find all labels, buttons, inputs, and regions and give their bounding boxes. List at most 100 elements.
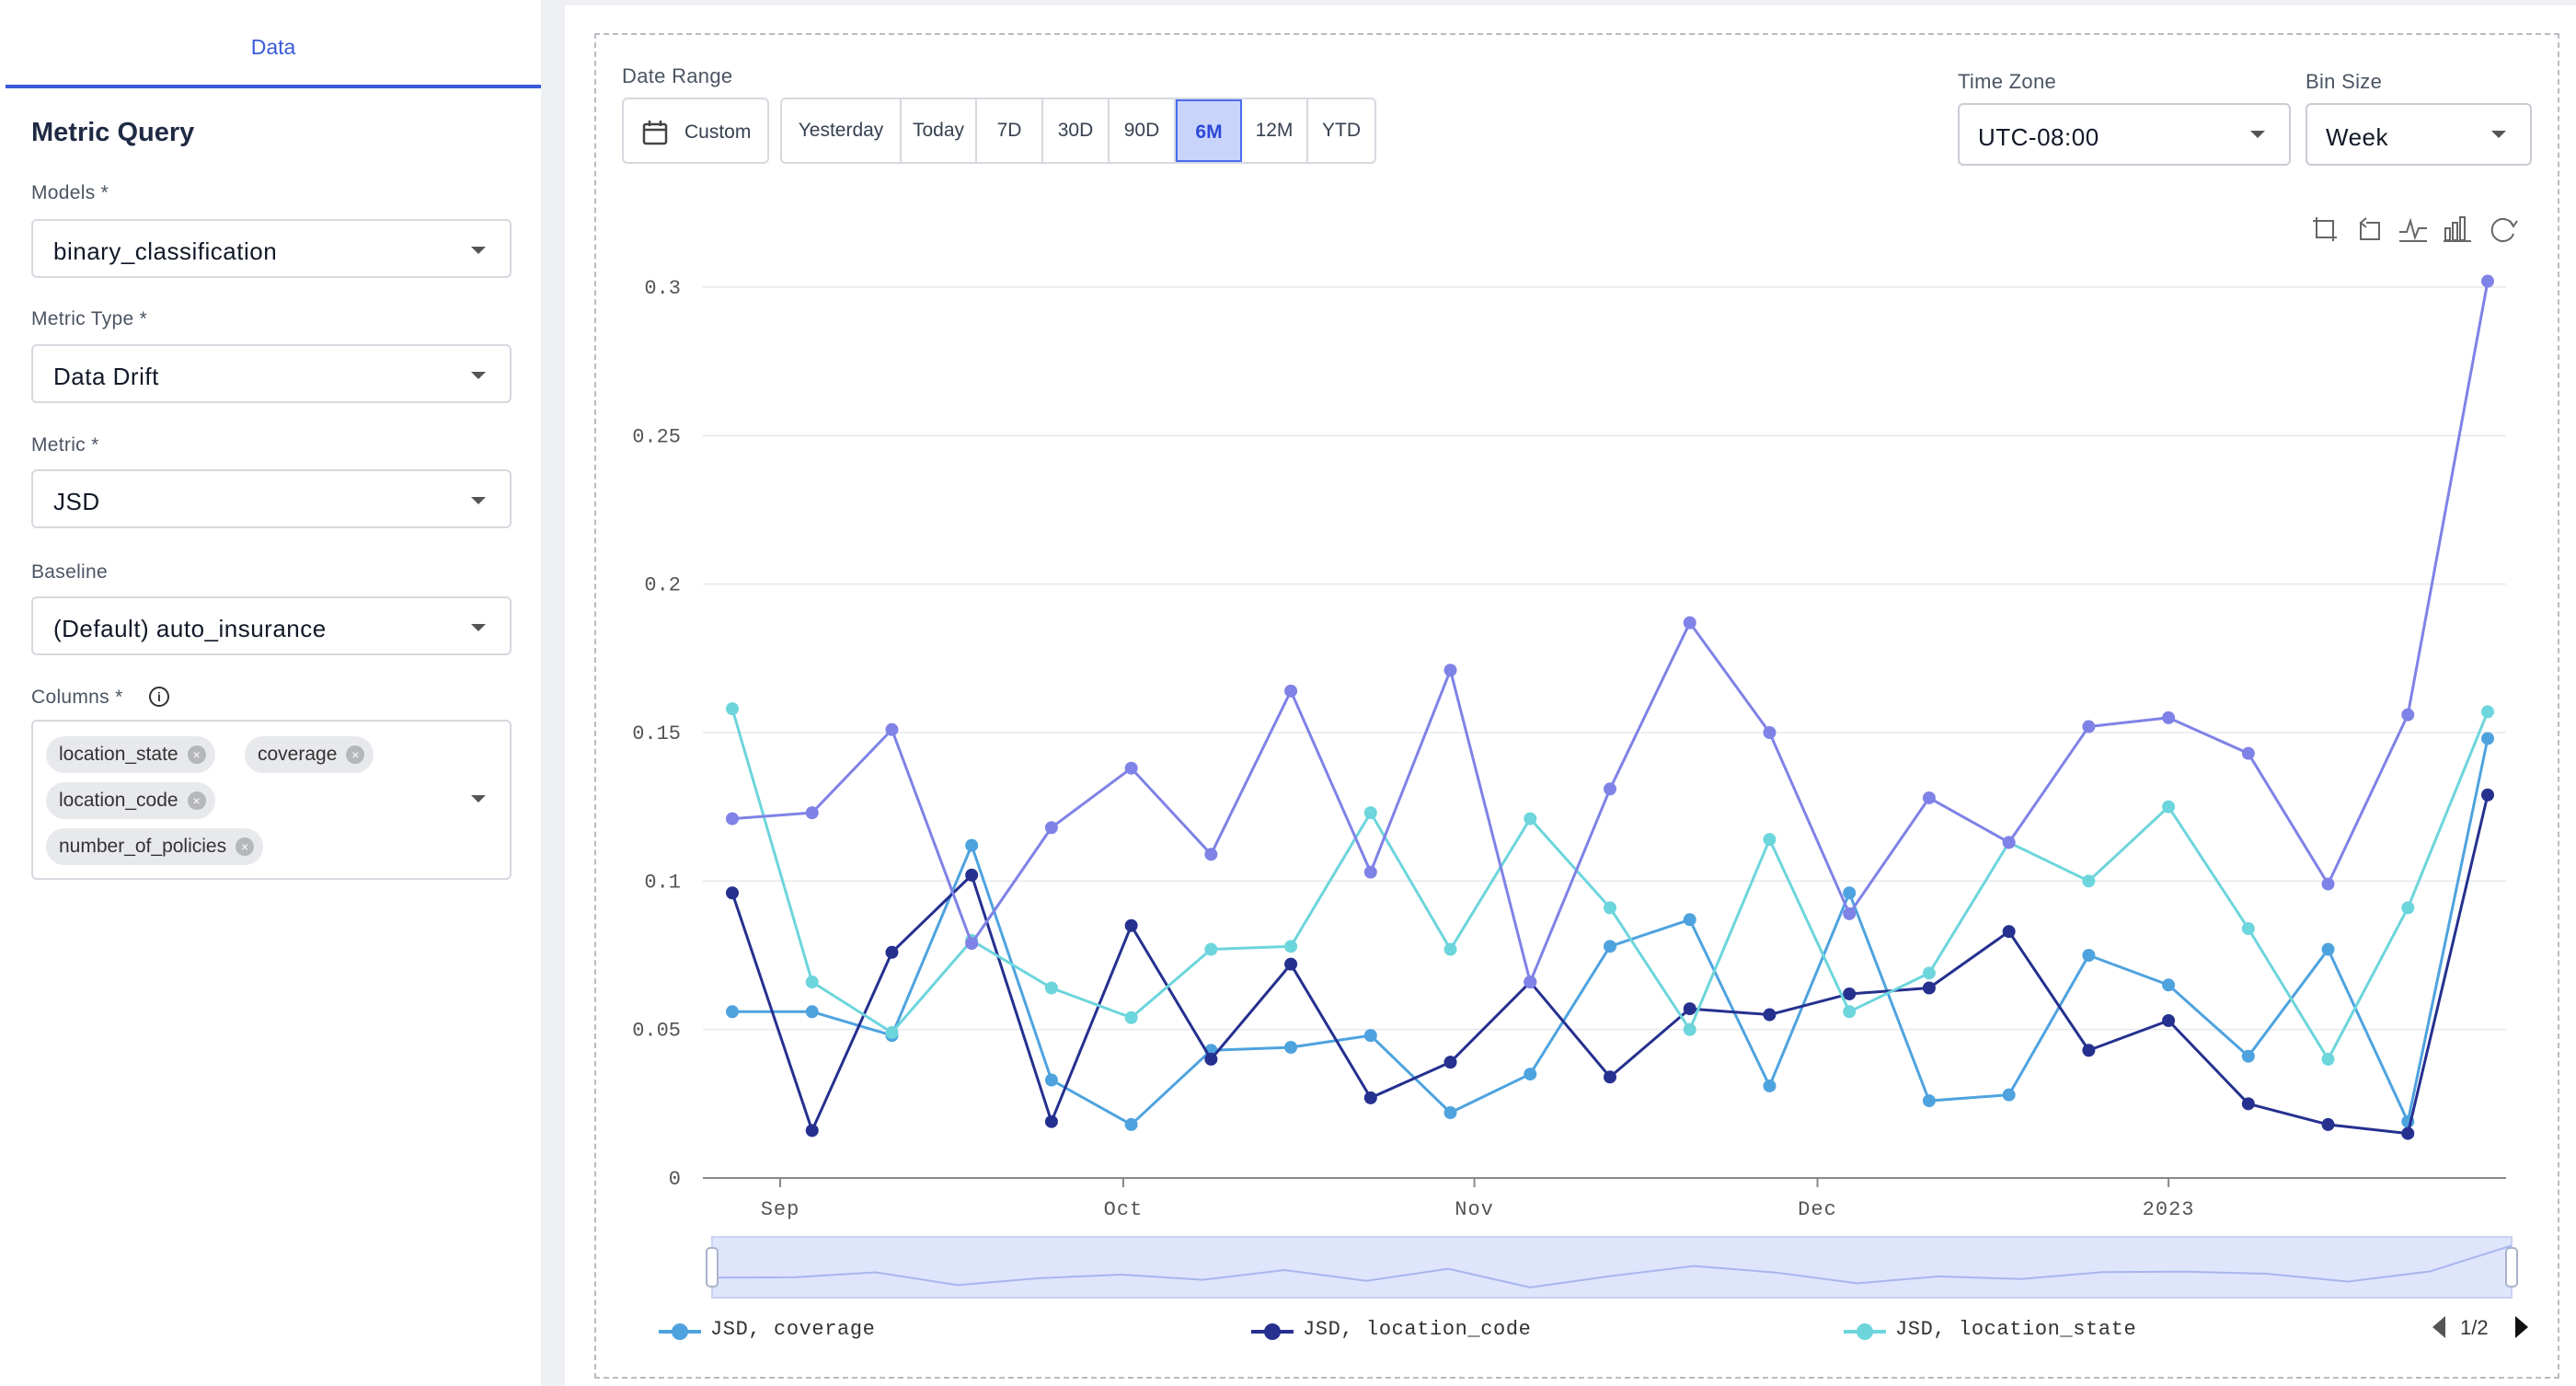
remove-chip-icon[interactable]: ×	[346, 745, 365, 764]
data-point	[1922, 1094, 1936, 1108]
baseline-value: (Default) auto_insurance	[53, 615, 327, 642]
data-point	[1363, 1029, 1377, 1043]
data-point	[1443, 1056, 1457, 1069]
data-point	[2002, 925, 2016, 939]
data-point	[805, 1124, 819, 1138]
time-zone-value: UTC-08:00	[1978, 123, 2099, 151]
data-point	[1443, 664, 1457, 677]
data-point	[965, 868, 979, 882]
data-point	[2321, 1117, 2335, 1131]
x-tick-label: Sep	[761, 1198, 800, 1221]
data-point	[1763, 1008, 1777, 1022]
data-point	[1443, 942, 1457, 956]
data-point	[1204, 942, 1218, 956]
legend-dot-marker	[1264, 1323, 1281, 1340]
data-point	[1843, 907, 1857, 920]
column-chip: location_code ×	[46, 782, 215, 819]
metric-type-select[interactable]: Data Drift	[31, 344, 512, 403]
metric-label: Metric *	[31, 434, 99, 456]
x-tick-label: Dec	[1798, 1198, 1837, 1221]
range-6m-button[interactable]: 6M	[1176, 99, 1242, 162]
pager-prev-icon[interactable]	[2429, 1314, 2449, 1340]
data-point	[885, 1025, 899, 1039]
zoom-area-icon[interactable]	[2309, 214, 2340, 245]
range-ytd-button[interactable]: YTD	[1322, 120, 1361, 141]
data-point	[2321, 877, 2335, 891]
data-point	[1044, 1115, 1058, 1128]
bin-size-select[interactable]: Week	[2306, 103, 2532, 166]
data-point	[1604, 901, 1616, 915]
data-point	[1922, 966, 1936, 980]
data-point	[1683, 1002, 1696, 1016]
caret-down-icon[interactable]	[471, 795, 486, 803]
restore-icon[interactable]	[2488, 214, 2519, 245]
range-12m-button[interactable]: 12M	[1242, 99, 1308, 162]
tab-data[interactable]: Data	[6, 6, 541, 88]
data-point	[1604, 940, 1616, 953]
calendar-icon	[642, 121, 668, 145]
data-point	[805, 976, 819, 989]
baseline-label: Baseline	[31, 561, 108, 583]
remove-chip-icon[interactable]: ×	[187, 791, 206, 810]
range-7d-button[interactable]: 7D	[977, 99, 1043, 162]
column-chip-label: coverage	[258, 744, 338, 765]
models-select[interactable]: binary_classification	[31, 219, 512, 278]
data-zoom-slider[interactable]	[706, 1236, 2518, 1299]
column-chip-label: location_code	[59, 790, 178, 811]
time-zone-select[interactable]: UTC-08:00	[1958, 103, 2291, 166]
data-point	[2162, 1013, 2176, 1027]
pager-next-icon[interactable]	[2512, 1314, 2532, 1340]
data-point	[1922, 791, 1936, 804]
range-30d-button[interactable]: 30D	[1043, 99, 1110, 162]
legend-item-location-state[interactable]: JSD, location_state	[1844, 1316, 2285, 1349]
main-panel	[565, 6, 2576, 1386]
line-chart: 0 0.05 0.1 0.15 0.2 0.25 0.3 Sep Oct Nov Dec 2023	[632, 274, 2518, 1299]
date-range-label: Date Range	[622, 64, 733, 87]
info-icon[interactable]: i	[149, 687, 169, 707]
data-point	[1683, 1022, 1696, 1036]
data-point	[726, 1005, 739, 1019]
legend-item-coverage[interactable]: JSD, coverage	[659, 1316, 1045, 1349]
range-yesterday-button[interactable]: Yesterday	[782, 99, 902, 162]
data-point	[1843, 1005, 1857, 1019]
series-line	[730, 708, 2490, 1061]
zoom-reset-icon[interactable]	[2353, 214, 2385, 245]
models-label: Models *	[31, 182, 109, 203]
columns-multiselect[interactable]: location_state × coverage × location_cod…	[31, 720, 512, 880]
data-point	[2401, 901, 2415, 915]
data-point	[1124, 1117, 1138, 1131]
zoom-track	[711, 1236, 2513, 1299]
metric-select[interactable]: JSD	[31, 469, 512, 528]
data-point	[1922, 981, 1936, 995]
custom-range-button[interactable]: Custom	[622, 98, 769, 164]
data-point	[2401, 708, 2415, 722]
y-tick-label: 0.05	[632, 1020, 681, 1043]
chart-grid	[703, 286, 2506, 1179]
data-point	[965, 838, 979, 852]
y-tick-label: 0.15	[632, 722, 681, 745]
column-chip: number_of_policies ×	[46, 828, 264, 865]
data-point	[965, 937, 979, 951]
range-today-button[interactable]: Today	[902, 99, 977, 162]
data-point	[2082, 1044, 2096, 1057]
models-value: binary_classification	[53, 237, 278, 265]
data-point	[1683, 616, 1696, 629]
remove-chip-icon[interactable]: ×	[187, 745, 206, 764]
data-point	[2002, 1088, 2016, 1102]
range-90d-button[interactable]: 90D	[1110, 99, 1176, 162]
line-chart-icon[interactable]	[2398, 214, 2429, 245]
metric-type-label: Metric Type *	[31, 308, 148, 329]
data-point	[1284, 957, 1298, 971]
bar-chart-icon[interactable]	[2442, 214, 2473, 245]
data-point	[1683, 913, 1696, 927]
legend-item-location-code[interactable]: JSD, location_code	[1251, 1316, 1693, 1349]
data-point	[1363, 806, 1377, 820]
data-point	[1284, 684, 1298, 698]
legend-label: JSD, location_state	[1895, 1318, 2137, 1341]
x-axis: Sep Oct Nov Dec 2023	[761, 1178, 2193, 1221]
data-point	[1284, 1041, 1298, 1055]
remove-chip-icon[interactable]: ×	[236, 837, 255, 856]
y-axis: 0 0.05 0.1 0.15 0.2 0.25 0.3	[632, 277, 681, 1191]
y-tick-label: 0	[669, 1168, 681, 1191]
baseline-select[interactable]: (Default) auto_insurance	[31, 596, 512, 655]
